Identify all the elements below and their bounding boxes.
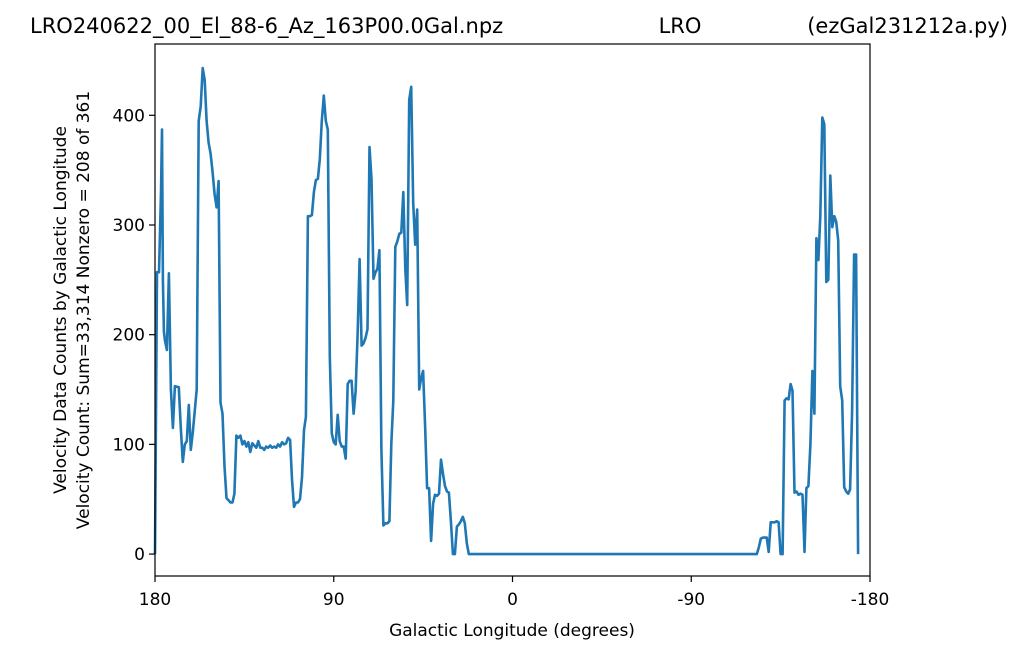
y-tick-label: 400 [113,106,145,126]
y-tick-label: 100 [113,435,145,455]
header-center-title: LRO [659,14,702,38]
plot-frame [154,43,871,577]
y-tick-label: 200 [113,326,145,346]
y-axis-label-line2: Velocity Count: Sum=33,314 Nonzero = 208… [74,91,94,529]
plot-area [153,66,860,556]
header-script-name: (ezGal231212a.py) [807,14,1008,38]
x-tick-label: 0 [507,590,518,610]
header-filename: LRO240622_00_El_88-6_Az_163P00.0Gal.npz [30,14,503,39]
series-line-0 [153,66,860,556]
x-axis: 180 90 0 -90 -180 [139,576,890,610]
x-tick-label: 90 [323,590,345,610]
y-tick-label: 300 [113,216,145,236]
x-tick-label: 180 [139,590,171,610]
y-axis: 0 100 200 300 400 [113,106,155,565]
y-axis-label-line1: Velocity Data Counts by Galactic Longitu… [51,126,71,494]
x-axis-label: Galactic Longitude (degrees) [389,621,635,641]
x-tick-label: -180 [851,590,890,610]
x-tick-label: -90 [677,590,705,610]
y-tick-label: 0 [134,545,145,565]
